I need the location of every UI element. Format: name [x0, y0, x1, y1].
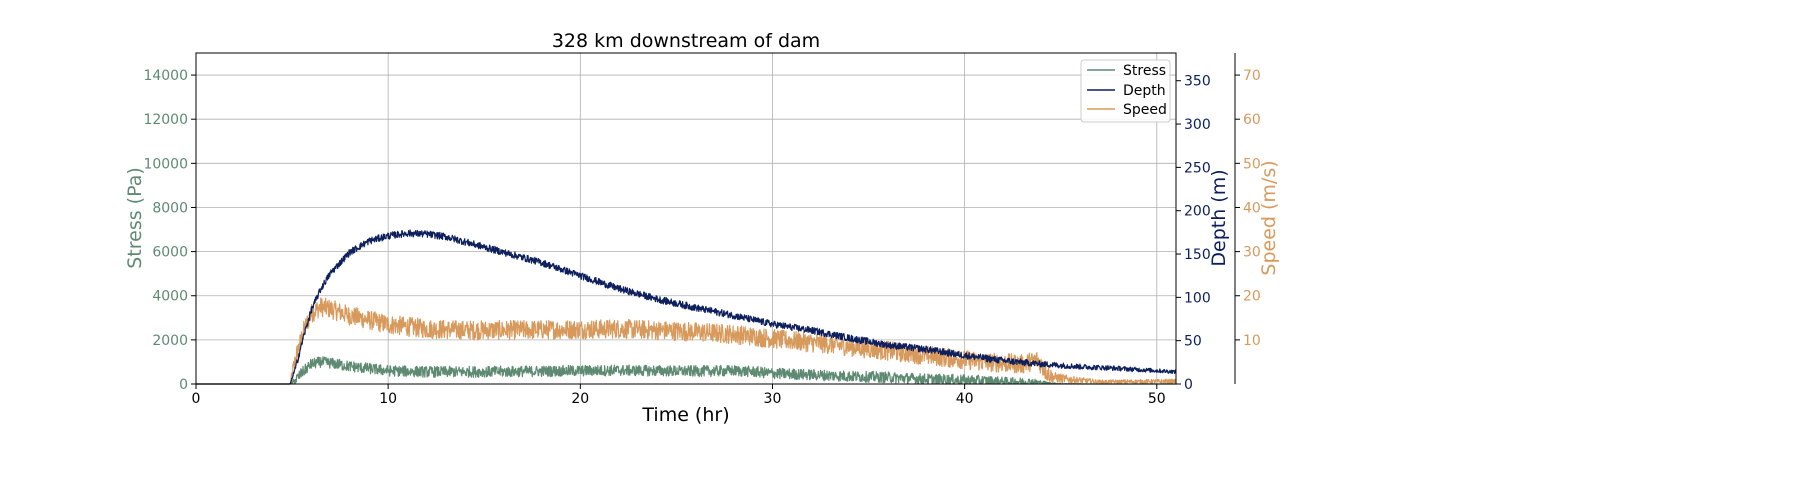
- legend: Stress Depth Speed: [1080, 59, 1171, 123]
- y-tick-label-stress: 8000: [152, 200, 188, 216]
- x-tick-label: 20: [571, 391, 589, 407]
- y-tick-label-speed: 30: [1243, 245, 1261, 261]
- legend-box: [1080, 59, 1171, 123]
- y-tick-label-speed: 10: [1243, 333, 1261, 349]
- y-tick-label-depth: 200: [1184, 204, 1211, 220]
- y-tick-label-depth: 300: [1184, 117, 1211, 133]
- x-axis-label: Time (hr): [641, 404, 729, 426]
- y-tick-label-stress: 2000: [152, 333, 188, 349]
- y-tick-label-depth: 0: [1184, 377, 1193, 393]
- series-layer: [195, 229, 1177, 385]
- y-axis-label-stress: Stress (Pa): [124, 167, 146, 269]
- x-tick-label: 40: [956, 391, 974, 407]
- y-tick-label-depth: 50: [1184, 334, 1202, 350]
- y-tick-label-depth: 250: [1184, 160, 1211, 176]
- y-axis-label-speed: Speed (m/s): [1258, 160, 1280, 275]
- series-line-stress: [195, 356, 1177, 385]
- y-tick-label-speed: 60: [1243, 112, 1261, 128]
- plot-frame: [195, 52, 1177, 385]
- legend-label-stress: Stress: [1123, 63, 1166, 79]
- series-line-speed: [195, 297, 1177, 385]
- y-tick-label-depth: 150: [1184, 247, 1211, 263]
- x-tick-label: 10: [379, 391, 397, 407]
- y-tick-label-stress: 10000: [143, 156, 188, 172]
- y-tick-label-depth: 100: [1184, 290, 1211, 306]
- y-tick-label-speed: 50: [1243, 156, 1261, 172]
- y-tick-label-speed: 40: [1243, 200, 1261, 216]
- x-tick-label: 30: [764, 391, 782, 407]
- x-tick-label: 50: [1148, 391, 1166, 407]
- legend-label-depth: Depth: [1123, 83, 1166, 99]
- y-tick-label-stress: 14000: [143, 68, 188, 84]
- x-tick-label: 0: [192, 391, 201, 407]
- y-tick-label-stress: 4000: [152, 289, 188, 305]
- y-tick-label-stress: 12000: [143, 112, 188, 128]
- series-line-depth: [195, 229, 1177, 385]
- y-tick-label-speed: 70: [1243, 68, 1261, 84]
- legend-label-speed: Speed: [1123, 102, 1167, 118]
- axes-layer: 0 10 20 30 40 5002000400060008000100001200014…: [143, 52, 1261, 407]
- y-axis-label-depth: Depth (m): [1208, 169, 1230, 266]
- y-tick-label-depth: 350: [1184, 74, 1211, 90]
- y-tick-label-stress: 6000: [152, 245, 188, 261]
- y-tick-label-stress: 0: [179, 377, 188, 393]
- chart-title: 328 km downstream of dam: [552, 30, 820, 52]
- y-tick-label-speed: 20: [1243, 289, 1261, 305]
